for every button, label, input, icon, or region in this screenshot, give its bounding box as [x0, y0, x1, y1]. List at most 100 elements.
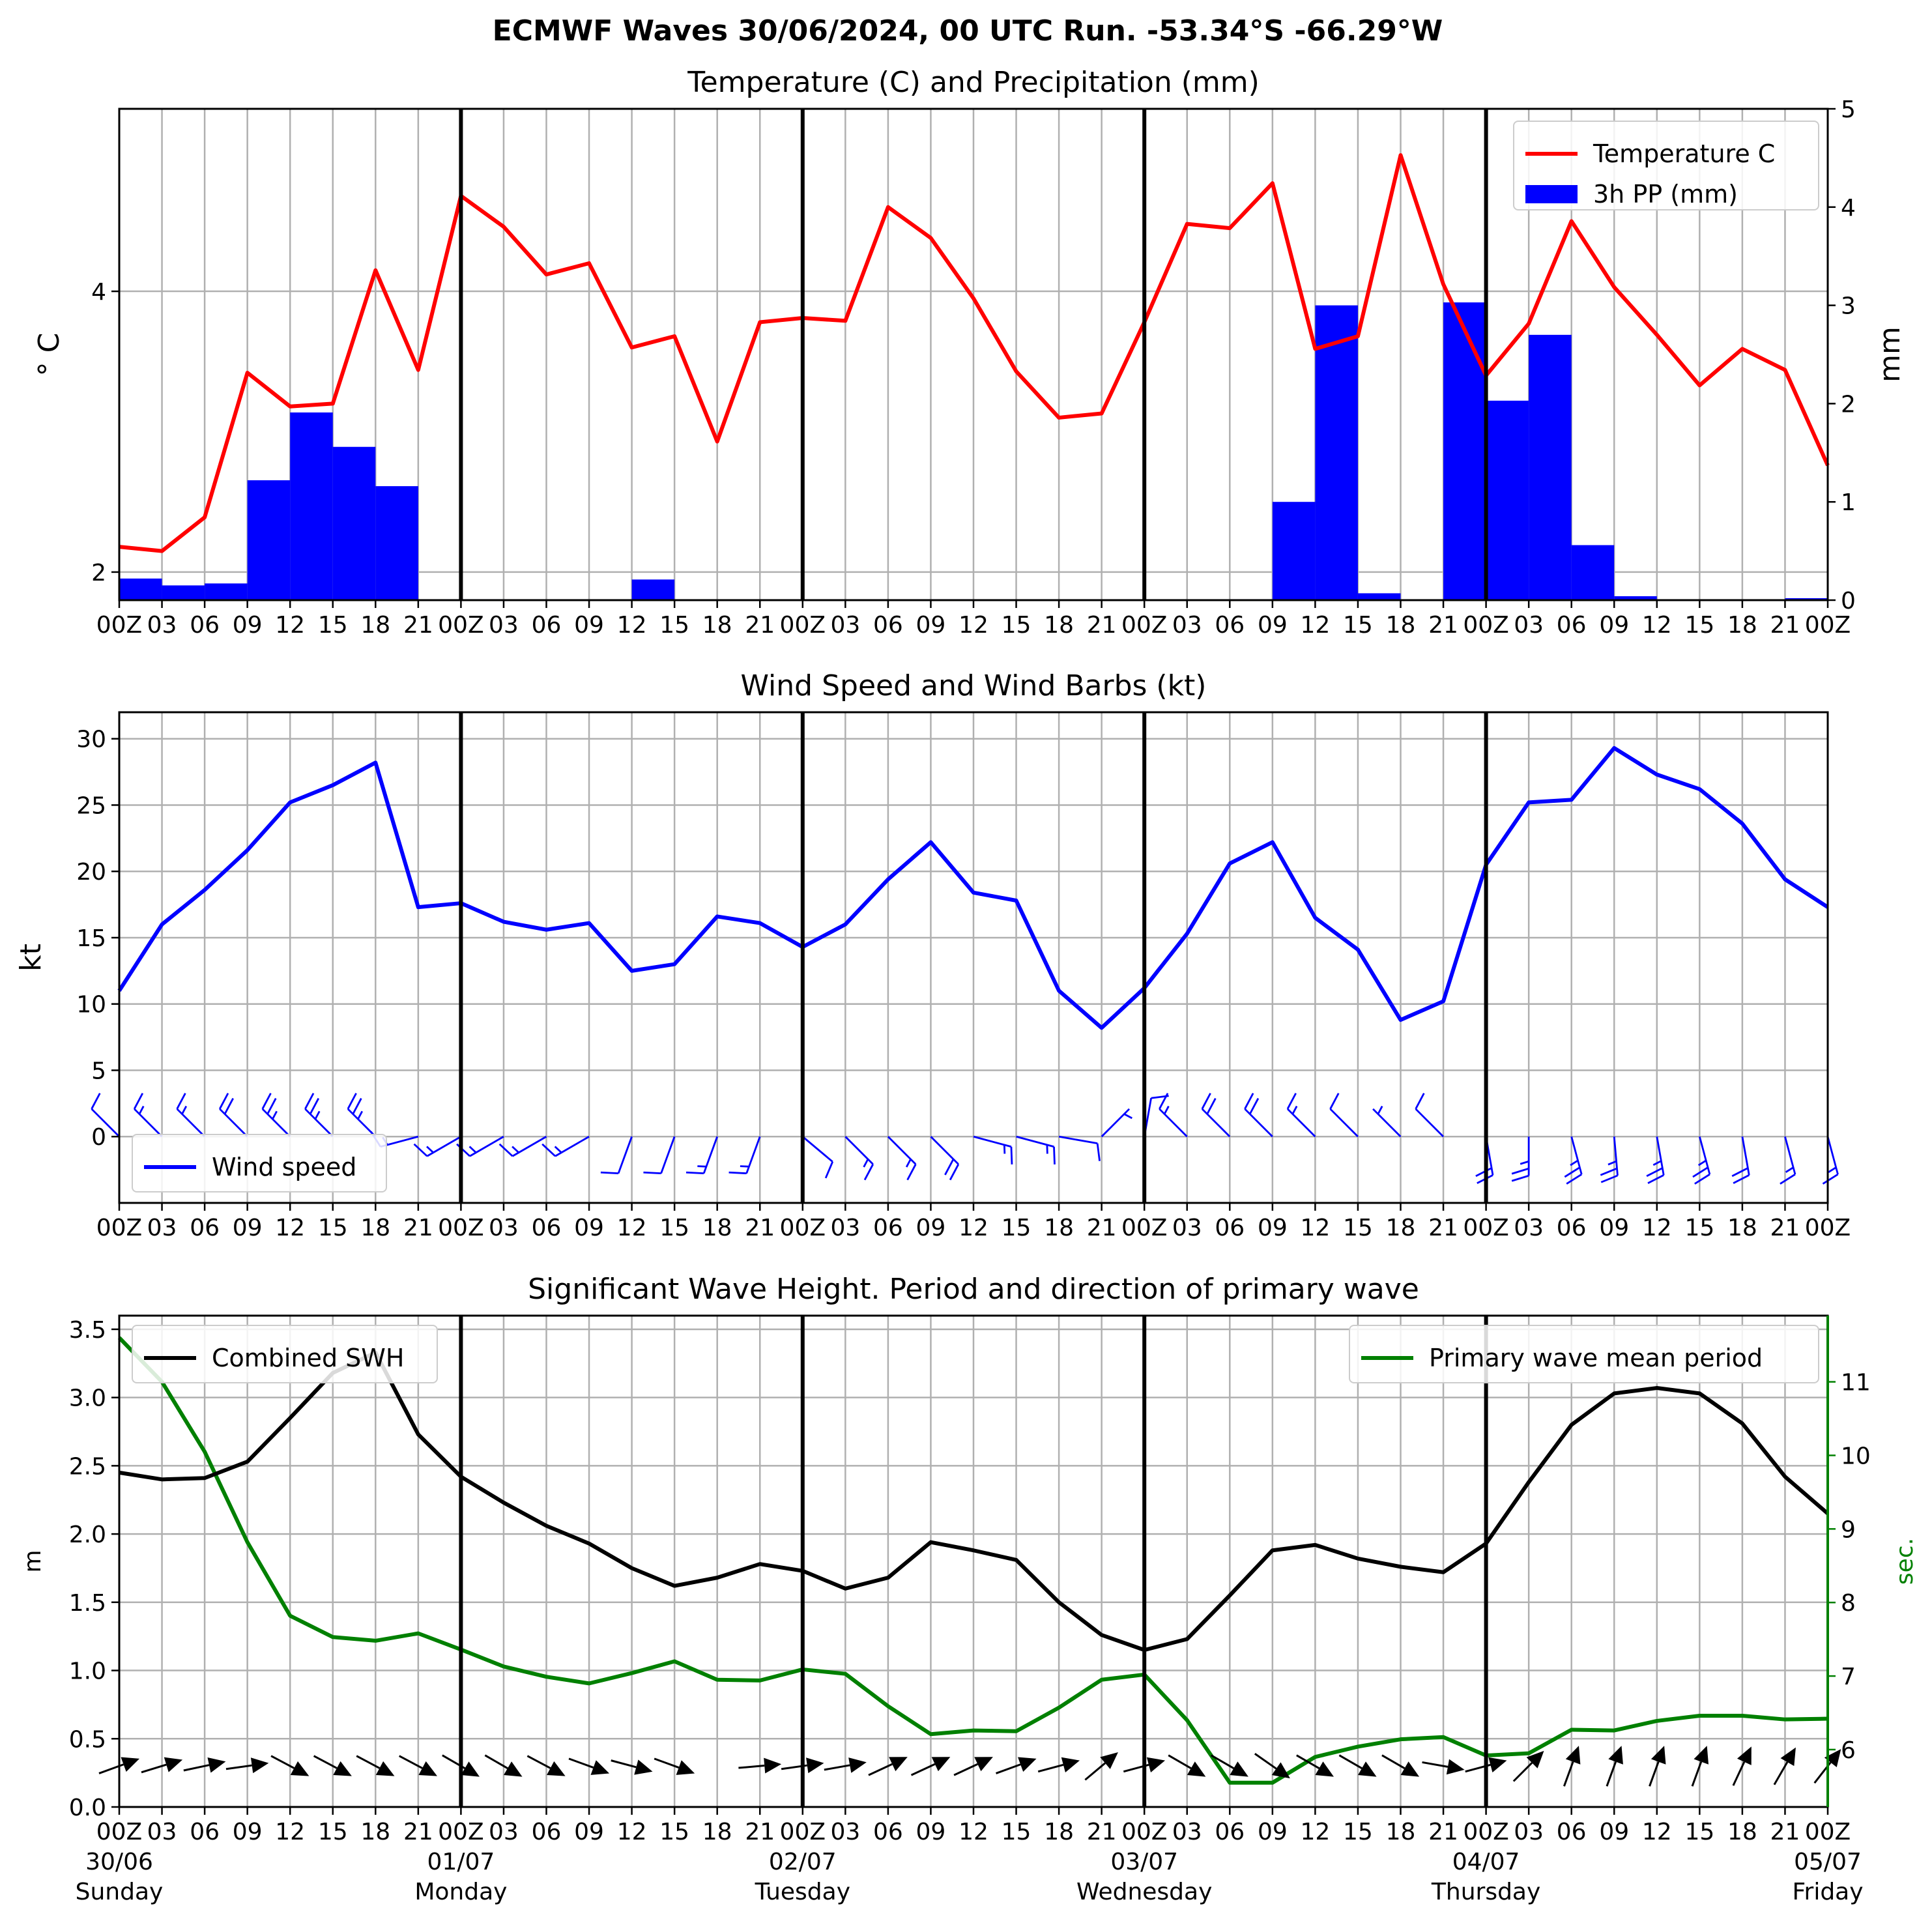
- precip-bar: [1529, 334, 1572, 600]
- wind-barb-flag: [728, 1171, 747, 1175]
- wind-barb-flag: [413, 1143, 428, 1157]
- x-tick-label: 15: [1343, 612, 1373, 639]
- x-tick-label: 00Z: [96, 1819, 142, 1845]
- x-tick-label: 12: [1642, 1215, 1672, 1241]
- wave-direction-arrow: [738, 1757, 782, 1774]
- x-tick-label: 15: [1002, 1215, 1031, 1241]
- wind-barb: [1511, 1136, 1530, 1182]
- x-tick-label: 21: [403, 612, 433, 639]
- y-axis-label: m: [20, 1550, 46, 1572]
- wind-barb: [1329, 1093, 1359, 1138]
- wind-barb: [456, 1136, 504, 1157]
- wind-barb: [685, 1136, 719, 1175]
- wave-arrow-shaft: [1691, 1761, 1703, 1787]
- wave-direction-arrow: [910, 1757, 951, 1776]
- x-tick-label: 06: [1215, 1215, 1245, 1241]
- x-tick-label: 12: [1642, 612, 1672, 639]
- wave-arrow-shaft: [1732, 1761, 1746, 1786]
- wave-arrow-head: [290, 1761, 310, 1776]
- x-tick-label: 18: [702, 612, 732, 639]
- wind-barb-half-flag: [1291, 1105, 1298, 1115]
- x-tick-label: 03: [1514, 612, 1544, 639]
- y2-tick-label: 7: [1841, 1664, 1856, 1690]
- legend: Temperature C 3h PP (mm): [1513, 121, 1819, 210]
- x-tick-label: 00Z: [96, 612, 142, 639]
- x-tick-label: 00Z: [780, 1215, 826, 1241]
- x-tick-label: 00Z: [1805, 1819, 1851, 1845]
- wave-direction-arrow: [611, 1759, 653, 1775]
- precip-bar: [375, 486, 418, 600]
- wave-arrow-head: [1400, 1761, 1420, 1777]
- wave-arrow-shaft: [824, 1764, 850, 1771]
- wave-arrow-shaft: [526, 1755, 551, 1769]
- x-tick-label: 09: [916, 1819, 946, 1845]
- precip-bar: [1443, 302, 1486, 600]
- x-tick-label: 12: [959, 1215, 988, 1241]
- x-tick-label: 18: [360, 1819, 390, 1845]
- wave-arrow-head: [764, 1757, 782, 1774]
- wave-direction-arrow: [1691, 1746, 1709, 1787]
- x-tick-label: 18: [702, 1819, 732, 1845]
- x-tick-label: 12: [1642, 1819, 1672, 1845]
- y-tick-label: 5: [91, 1058, 106, 1084]
- x-tick-label: 18: [1727, 1819, 1757, 1845]
- x-tick-label: 21: [1770, 1819, 1800, 1845]
- precip-bar: [290, 412, 333, 600]
- y-tick-label: 2.0: [69, 1522, 106, 1548]
- precip-bar: [1357, 593, 1401, 600]
- x-tick-label: 18: [1044, 1215, 1074, 1241]
- wave-arrow-head: [461, 1761, 480, 1777]
- x-tick-label: 00Z: [438, 1215, 483, 1241]
- wave-arrow-head: [931, 1757, 951, 1772]
- x-tick-label: 12: [617, 612, 647, 639]
- wind-barb-shaft: [1058, 1135, 1098, 1145]
- x-tick-label: 21: [1087, 1819, 1117, 1845]
- x-tick-label: 12: [1300, 1215, 1330, 1241]
- wind-barb-shaft: [91, 1108, 120, 1138]
- wind-barb-flag: [456, 1143, 470, 1157]
- wave-direction-arrow: [270, 1755, 310, 1776]
- wave-arrow-head: [848, 1757, 867, 1773]
- x-tick-label: 18: [702, 1215, 732, 1241]
- wave-arrow-head: [1146, 1757, 1166, 1772]
- wind-barb-flag: [1201, 1093, 1211, 1110]
- wind-barb: [176, 1093, 206, 1138]
- wave-arrow-head: [207, 1757, 226, 1773]
- wind-barb-half-flag: [272, 1110, 278, 1120]
- y2-tick-label: 2: [1841, 391, 1856, 418]
- x-tick-label: 12: [275, 612, 305, 639]
- wave-arrow-shaft: [611, 1759, 637, 1769]
- x-tick-label: 21: [1428, 1215, 1458, 1241]
- x-weekday-label: Friday: [1792, 1879, 1863, 1905]
- x-tick-label: 00Z: [1121, 612, 1167, 639]
- wind-barb-flag: [1159, 1093, 1169, 1110]
- wave-arrow-head: [1651, 1746, 1666, 1765]
- legend-entry-label: 3h PP (mm): [1593, 180, 1738, 209]
- wave-arrow-head: [121, 1757, 140, 1772]
- wind-barb: [728, 1136, 761, 1175]
- legend-frame: [1513, 121, 1819, 210]
- y2-tick-label: 4: [1841, 195, 1856, 222]
- wave-arrow-shaft: [996, 1763, 1021, 1774]
- x-tick-label: 03: [147, 1819, 177, 1845]
- wind-barb: [541, 1136, 590, 1157]
- wave-arrow-head: [1694, 1746, 1709, 1765]
- wind-barb-flag: [1053, 1146, 1056, 1165]
- wave-arrow-head: [504, 1761, 523, 1777]
- wave-arrow-head: [806, 1757, 824, 1774]
- wave-direction-arrow: [183, 1757, 226, 1773]
- x-tick-label: 03: [489, 1819, 519, 1845]
- y-axis-label: ° C: [33, 333, 66, 377]
- wave-direction-arrow: [1254, 1753, 1290, 1779]
- y-tick-label: 3.0: [69, 1385, 106, 1412]
- wind-barb-half-flag: [138, 1105, 145, 1115]
- figure-suptitle: ECMWF Waves 30/06/2024, 00 UTC Run. -53.…: [493, 14, 1443, 48]
- wave-arrow-shaft: [1338, 1754, 1362, 1769]
- wave-height-line: [119, 1350, 1829, 1653]
- x-tick-label: 12: [959, 1819, 988, 1845]
- wind-barb-flag: [261, 1093, 272, 1110]
- wind-barb: [1600, 1136, 1619, 1183]
- wind-barb: [600, 1136, 633, 1175]
- wind-barb: [1372, 1105, 1402, 1138]
- x-tick-label: 12: [275, 1819, 305, 1845]
